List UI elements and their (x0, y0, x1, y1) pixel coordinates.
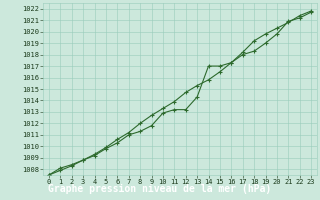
Text: Graphe pression niveau de la mer (hPa): Graphe pression niveau de la mer (hPa) (48, 183, 272, 194)
